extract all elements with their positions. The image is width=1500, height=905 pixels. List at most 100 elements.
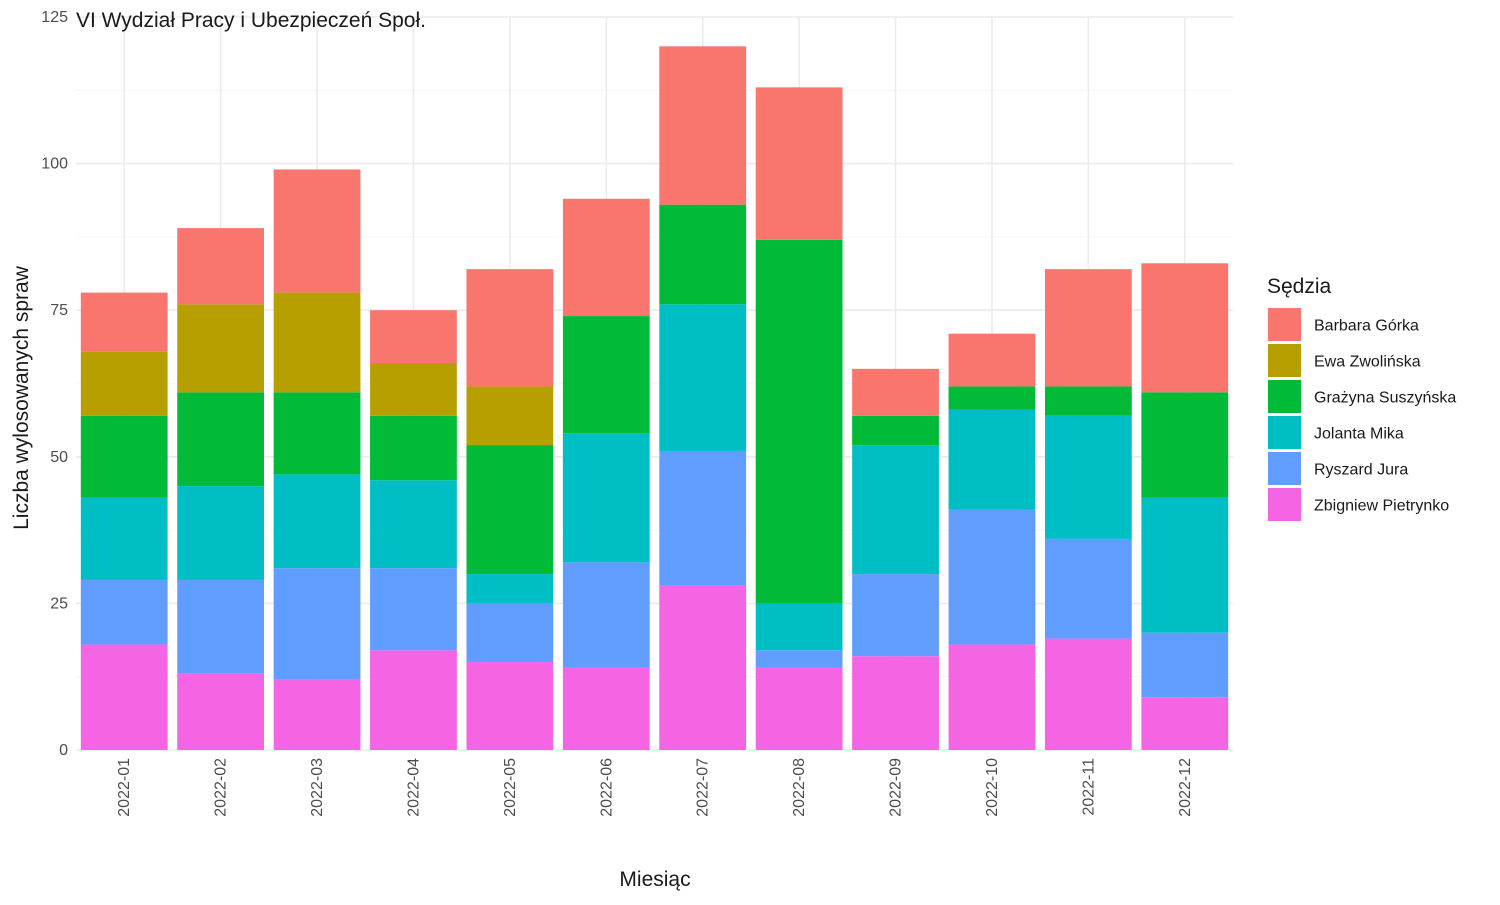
bar-segment bbox=[659, 585, 747, 750]
legend-title: Sędzia bbox=[1267, 275, 1332, 298]
x-axis-title: Miesiąc bbox=[619, 868, 690, 891]
bar-segment bbox=[659, 304, 747, 451]
x-tick-label: 2022-09 bbox=[888, 758, 905, 817]
bar-segment bbox=[1141, 263, 1229, 393]
bar-segment bbox=[1141, 632, 1229, 698]
legend-key bbox=[1268, 308, 1301, 341]
bar-segment bbox=[1141, 497, 1229, 633]
legend-label: Ewa Zwolińska bbox=[1314, 354, 1421, 371]
chart-title: VI Wydział Pracy i Ubezpieczeń Społ. bbox=[76, 9, 426, 32]
axes: 0 25 50 75 100 125 2022-01 2022-02 2022-03 2022-0… bbox=[41, 9, 1193, 817]
legend-label: Zbigniew Pietrynko bbox=[1314, 498, 1449, 515]
x-tick-label: 2022-11 bbox=[1080, 758, 1097, 816]
bar-segment bbox=[659, 450, 747, 586]
legend-key bbox=[1268, 344, 1301, 377]
legend-key bbox=[1268, 416, 1301, 449]
legend-label: Grażyna Suszyńska bbox=[1314, 390, 1456, 407]
bar-segment bbox=[370, 362, 457, 416]
bar-segment bbox=[466, 574, 554, 604]
bar-segment bbox=[466, 662, 554, 750]
bar-segment bbox=[755, 667, 843, 750]
bar-segment bbox=[466, 603, 554, 663]
bar-segment bbox=[755, 87, 843, 240]
bar-segment bbox=[177, 392, 265, 487]
bar-segment bbox=[80, 351, 168, 416]
bar-segment bbox=[1044, 638, 1132, 750]
bar-segment bbox=[852, 656, 939, 750]
bar-segment bbox=[370, 650, 457, 750]
bar-segment bbox=[948, 333, 1036, 387]
bar-segment bbox=[177, 673, 265, 750]
bar-segment bbox=[370, 480, 457, 569]
bar-segment bbox=[948, 644, 1036, 750]
bar-segment bbox=[1044, 538, 1132, 639]
x-tick-label: 2022-08 bbox=[791, 758, 808, 817]
x-tick-label: 2022-04 bbox=[405, 758, 422, 817]
bar-segment bbox=[755, 239, 843, 604]
bar-segment bbox=[1141, 697, 1229, 750]
bar-segment bbox=[466, 269, 554, 387]
x-tick-label: 2022-03 bbox=[309, 758, 326, 817]
bar-segment bbox=[852, 445, 939, 575]
bar-segment bbox=[562, 198, 650, 317]
bar-segment bbox=[755, 603, 843, 651]
y-tick-label: 0 bbox=[59, 742, 68, 759]
bar-segment bbox=[273, 292, 361, 393]
bar-segment bbox=[80, 497, 168, 580]
legend: Sędzia Barbara Górka Ewa Zwolińska Grażyna… bbox=[1267, 275, 1456, 521]
bar-segment bbox=[370, 568, 457, 651]
bar-segment bbox=[177, 304, 265, 393]
y-tick-label: 125 bbox=[41, 9, 68, 26]
bar-segment bbox=[273, 568, 361, 680]
y-tick-label: 25 bbox=[50, 595, 68, 612]
bar-segment bbox=[273, 169, 361, 293]
bar-segment bbox=[1141, 392, 1229, 498]
bars bbox=[80, 46, 1229, 750]
bar-segment bbox=[562, 433, 650, 563]
x-tick-label: 2022-02 bbox=[213, 758, 230, 817]
x-tick-label: 2022-10 bbox=[984, 758, 1001, 817]
bar-segment bbox=[466, 445, 554, 575]
legend-key bbox=[1268, 380, 1301, 413]
bar-segment bbox=[80, 644, 168, 750]
bar-segment bbox=[80, 292, 168, 352]
bar-segment bbox=[948, 409, 1036, 510]
bar-segment bbox=[852, 415, 939, 446]
legend-label: Ryszard Jura bbox=[1314, 462, 1408, 479]
bar-segment bbox=[273, 392, 361, 475]
bar-segment bbox=[659, 204, 747, 305]
bar-segment bbox=[1044, 415, 1132, 539]
bar-segment bbox=[852, 368, 939, 416]
bar-segment bbox=[755, 650, 843, 668]
bar-segment bbox=[562, 562, 650, 668]
bar-segment bbox=[948, 509, 1036, 645]
bar-segment bbox=[273, 474, 361, 569]
y-tick-label: 75 bbox=[50, 302, 68, 319]
bar-segment bbox=[177, 486, 265, 580]
x-tick-label: 2022-12 bbox=[1177, 758, 1194, 817]
bar-segment bbox=[948, 386, 1036, 410]
x-tick-label: 2022-01 bbox=[116, 758, 133, 817]
bar-segment bbox=[1044, 269, 1132, 387]
y-axis-title: Liczba wylosowanych spraw bbox=[10, 265, 33, 530]
x-tick-label: 2022-06 bbox=[598, 758, 615, 817]
y-tick-label: 100 bbox=[41, 156, 68, 173]
bar-segment bbox=[80, 579, 168, 645]
bar-segment bbox=[562, 316, 650, 434]
bar-segment bbox=[562, 667, 650, 750]
bar-segment bbox=[1044, 386, 1132, 416]
y-tick-label: 50 bbox=[50, 449, 68, 466]
x-tick-label: 2022-07 bbox=[695, 758, 712, 817]
bar-segment bbox=[273, 679, 361, 750]
bar-segment bbox=[177, 228, 265, 305]
x-tick-label: 2022-05 bbox=[502, 758, 519, 817]
bar-segment bbox=[370, 415, 457, 481]
bar-segment bbox=[80, 415, 168, 498]
bar-segment bbox=[370, 310, 457, 363]
legend-key bbox=[1268, 452, 1301, 485]
legend-label: Jolanta Mika bbox=[1314, 426, 1404, 443]
bar-segment bbox=[852, 574, 939, 657]
legend-label: Barbara Górka bbox=[1314, 318, 1419, 335]
